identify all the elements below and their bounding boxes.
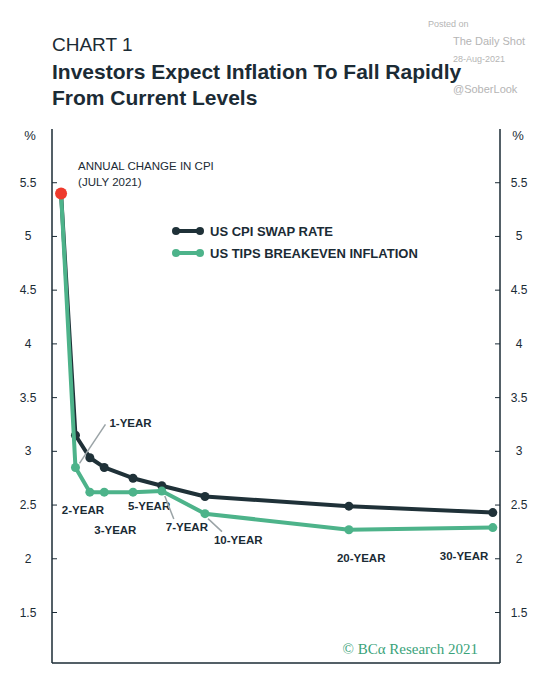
marker — [200, 509, 209, 518]
marker — [129, 488, 138, 497]
marker — [129, 474, 138, 483]
marker — [85, 488, 94, 497]
marker — [100, 488, 109, 497]
tick-label: 2 — [25, 552, 32, 566]
tick-label: 3 — [516, 444, 523, 458]
series-line — [61, 193, 493, 529]
point-label: 1-YEAR — [109, 417, 152, 429]
y-axis-label: % — [24, 128, 36, 143]
watermark: The Daily Shot — [453, 35, 525, 47]
tick-label: 5.5 — [511, 176, 528, 190]
point-label: 10-YEAR — [214, 534, 263, 546]
marker — [157, 487, 166, 496]
tick-label: 5 — [516, 229, 523, 243]
tick — [52, 290, 57, 291]
tick — [52, 505, 57, 506]
tick — [495, 290, 500, 291]
marker — [344, 502, 353, 511]
tick-label: 3 — [25, 444, 32, 458]
plot-area — [55, 187, 497, 534]
tick — [52, 236, 57, 237]
tick-label: 5.5 — [20, 176, 37, 190]
tick-label: 4 — [25, 337, 32, 351]
tick — [495, 397, 500, 398]
tick-label: 4.5 — [511, 283, 528, 297]
point-label: 3-YEAR — [94, 524, 137, 536]
tick — [52, 451, 57, 452]
marker — [100, 463, 109, 472]
tick — [495, 343, 500, 344]
marker — [488, 508, 497, 517]
background — [0, 0, 560, 700]
legend-label: US TIPS BREAKEVEN INFLATION — [210, 246, 418, 261]
series-line — [61, 193, 493, 512]
axis-line — [52, 662, 500, 664]
chart-label: CHART 1 — [52, 34, 133, 55]
tick-label: 2.5 — [20, 498, 37, 512]
marker — [71, 463, 80, 472]
axis-line — [51, 129, 53, 663]
tick — [495, 451, 500, 452]
tick — [52, 343, 57, 344]
tick-label: 1.5 — [511, 606, 528, 620]
marker — [200, 492, 209, 501]
source: © BCα Research 2021 — [343, 641, 478, 657]
annotation: ANNUAL CHANGE IN CPI (JULY 2021) — [78, 160, 214, 188]
tick — [495, 182, 500, 183]
text-line: Investors Expect Inflation To Fall Rapid… — [52, 60, 462, 83]
tick-label: 5 — [25, 229, 32, 243]
tick — [495, 558, 500, 559]
tick — [52, 558, 57, 559]
leader-line — [165, 496, 174, 519]
tick-label: 2.5 — [511, 498, 528, 512]
marker — [55, 187, 67, 199]
legend-label: US CPI SWAP RATE — [210, 224, 333, 239]
marker — [488, 523, 497, 532]
watermark: @SoberLook — [453, 83, 518, 95]
tick — [495, 505, 500, 506]
tick — [52, 612, 57, 613]
watermark: Posted on — [428, 19, 469, 29]
tick — [495, 236, 500, 237]
tick — [52, 397, 57, 398]
tick — [495, 612, 500, 613]
marker — [85, 453, 94, 462]
axis-line — [499, 129, 501, 663]
chart: Posted onThe Daily Shot28-Aug-2021@Sober… — [0, 0, 560, 700]
leader-line — [208, 519, 222, 532]
legend-swatch — [172, 227, 180, 235]
point-label: 30-YEAR — [440, 550, 489, 562]
tick-label: 3.5 — [511, 391, 528, 405]
marker — [344, 525, 353, 534]
tick-label: 1.5 — [20, 606, 37, 620]
text-line: (JULY 2021) — [78, 176, 142, 188]
title: Investors Expect Inflation To Fall Rapid… — [52, 60, 462, 109]
text-line: ANNUAL CHANGE IN CPI — [78, 160, 214, 172]
point-label: 5-YEAR — [128, 500, 171, 512]
tick — [52, 182, 57, 183]
tick-label: 3.5 — [20, 391, 37, 405]
legend-swatch — [196, 249, 204, 257]
tick-label: 4 — [516, 337, 523, 351]
legend-swatch — [196, 227, 204, 235]
point-label: 20-YEAR — [337, 552, 386, 564]
y-axis-label: % — [512, 128, 524, 143]
point-label: 2-YEAR — [62, 504, 105, 516]
leader-line — [79, 424, 105, 463]
legend-swatch — [172, 249, 180, 257]
tick-label: 2 — [516, 552, 523, 566]
tick-label: 4.5 — [20, 283, 37, 297]
text-line: From Current Levels — [52, 86, 257, 109]
point-label: 7-YEAR — [166, 521, 209, 533]
